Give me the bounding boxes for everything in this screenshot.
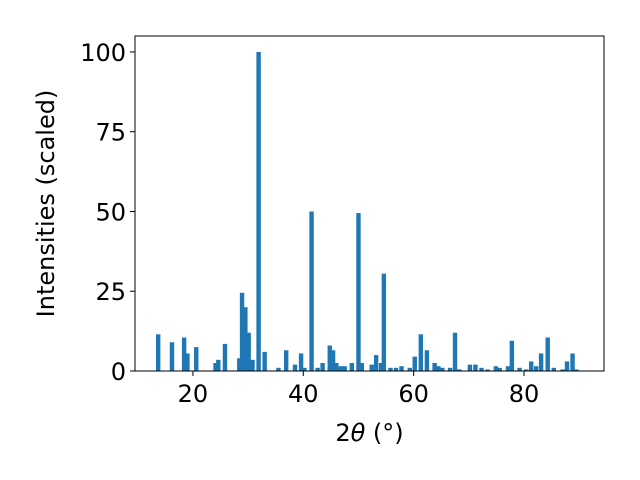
bar xyxy=(222,343,228,371)
bar xyxy=(338,366,344,371)
bar xyxy=(327,345,332,371)
bar xyxy=(216,359,221,371)
x-tick-label: 60 xyxy=(398,380,429,408)
y-tick-label: 25 xyxy=(95,278,126,306)
y-axis-label: Intensities (scaled) xyxy=(32,90,60,318)
bar xyxy=(330,350,336,371)
bar xyxy=(497,367,502,371)
bar xyxy=(194,347,199,371)
bar xyxy=(213,363,218,371)
bar xyxy=(412,356,417,371)
bar xyxy=(155,334,161,371)
bar xyxy=(315,367,320,371)
y-tick-label: 100 xyxy=(80,39,126,67)
bar xyxy=(505,366,511,371)
y-tick-label: 50 xyxy=(95,198,126,226)
bar xyxy=(467,364,473,371)
bar xyxy=(574,369,579,371)
plot-frame xyxy=(134,35,605,372)
bar xyxy=(551,367,556,371)
bar xyxy=(388,367,393,371)
bar-series xyxy=(155,51,579,371)
bar xyxy=(237,358,242,371)
y-tick-label: 0 xyxy=(111,358,126,386)
bar xyxy=(309,211,314,371)
bar xyxy=(243,307,248,371)
bar xyxy=(545,337,550,371)
bar xyxy=(479,367,484,371)
bar xyxy=(440,367,445,371)
bar xyxy=(292,364,298,371)
bar xyxy=(517,367,522,371)
x-tick-label: 20 xyxy=(178,380,209,408)
x-axis-label-theta: θ xyxy=(351,419,366,447)
bar xyxy=(181,337,187,371)
bar xyxy=(334,363,339,371)
bar xyxy=(570,353,575,371)
bar xyxy=(256,51,261,371)
y-axis-ticks: 0 25 50 75 100 xyxy=(80,39,135,386)
plot-background xyxy=(135,36,604,371)
bar xyxy=(262,351,267,371)
bar xyxy=(246,332,251,371)
bar xyxy=(250,359,255,371)
bar xyxy=(320,363,325,371)
bar xyxy=(432,363,437,371)
bar xyxy=(359,363,364,371)
bar xyxy=(302,367,307,371)
bar xyxy=(424,350,430,371)
bar xyxy=(378,363,384,371)
bar xyxy=(283,350,289,371)
bar xyxy=(298,353,304,371)
bar xyxy=(418,334,424,371)
bar xyxy=(564,361,570,371)
bar xyxy=(407,367,412,371)
bar xyxy=(436,366,441,371)
bar xyxy=(342,366,347,371)
bar xyxy=(473,364,478,371)
x-axis-ticks: 20 40 60 80 xyxy=(178,371,540,408)
bar xyxy=(447,367,453,371)
x-axis-label-prefix: 2 xyxy=(335,419,350,447)
bar xyxy=(457,369,462,371)
bar xyxy=(169,342,175,371)
bar xyxy=(373,355,379,371)
bar xyxy=(381,273,387,371)
x-tick-label: 80 xyxy=(509,380,540,408)
bar xyxy=(533,366,539,371)
bar xyxy=(509,340,515,371)
bar xyxy=(369,364,374,371)
y-tick-label: 75 xyxy=(95,119,126,147)
bar xyxy=(560,369,565,371)
bar xyxy=(399,366,404,371)
bar xyxy=(528,361,534,371)
bar xyxy=(185,353,190,371)
bar xyxy=(452,332,458,371)
bar xyxy=(356,213,361,371)
bar xyxy=(538,353,544,371)
bar xyxy=(276,367,281,371)
bar xyxy=(493,366,499,371)
bar xyxy=(485,369,490,371)
x-tick-label: 40 xyxy=(288,380,319,408)
bar xyxy=(523,369,529,371)
x-axis-label-unit: (°) xyxy=(365,419,403,447)
bar xyxy=(239,292,245,371)
bar xyxy=(393,367,399,371)
x-axis-label: 2θ (°) xyxy=(335,419,403,447)
bar xyxy=(349,363,355,371)
